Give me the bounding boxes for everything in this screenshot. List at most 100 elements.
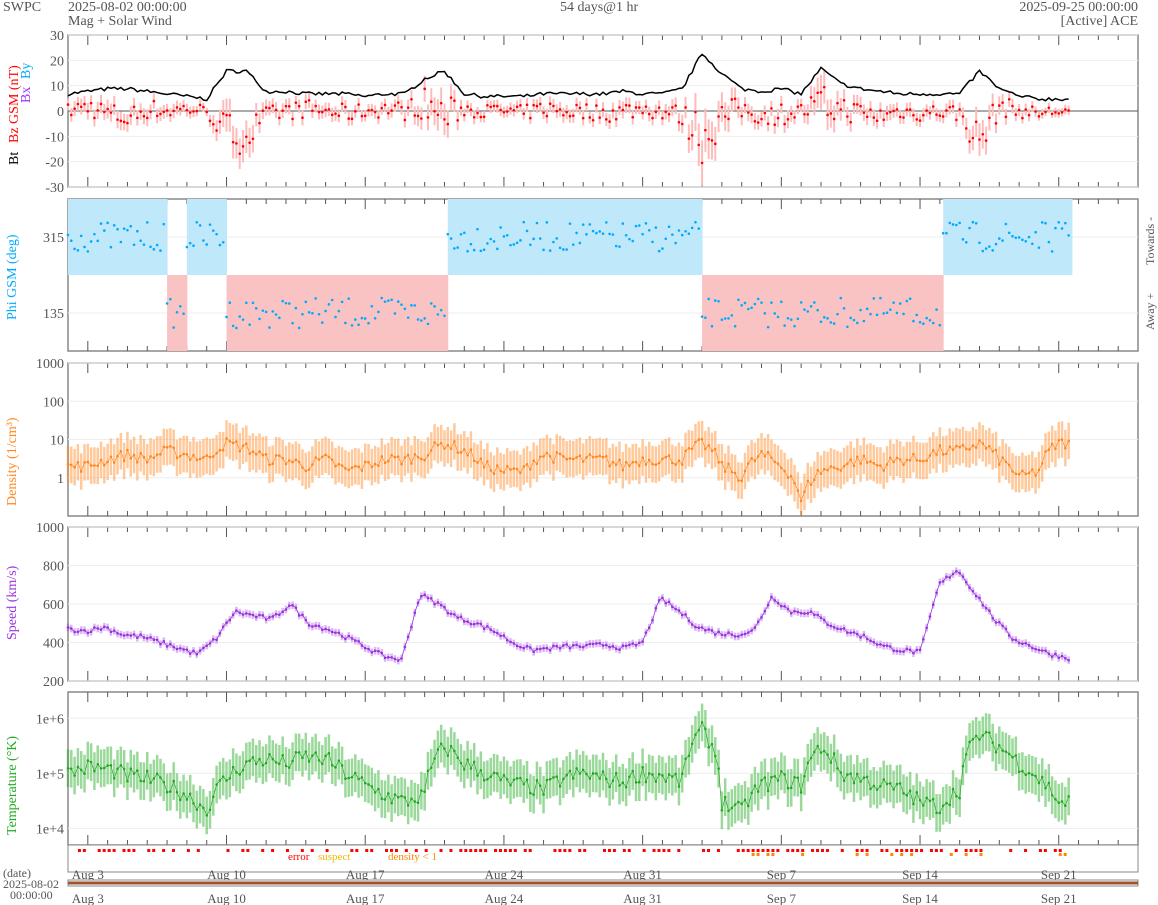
end-time: 2025-09-25 00:00:00: [1019, 0, 1138, 15]
towards-band: [550, 199, 554, 275]
towards-band: [196, 199, 201, 275]
error-flag: [840, 849, 844, 852]
bz-point: [93, 116, 96, 120]
bz-point: [575, 103, 578, 107]
phi-point: [535, 221, 539, 225]
error-flag: [365, 849, 369, 852]
phi-point: [251, 301, 255, 305]
error-flag: [791, 849, 795, 852]
error-flag: [920, 849, 924, 852]
away-band: [282, 275, 287, 351]
phi-point: [449, 237, 453, 240]
towards-band: [81, 199, 86, 275]
phi-point: [875, 313, 879, 317]
away-band: [820, 275, 825, 351]
bz-point: [766, 122, 770, 126]
away-band: [939, 275, 944, 351]
phi-point: [482, 248, 486, 252]
error-flag: [915, 849, 919, 852]
phi-point: [809, 304, 813, 308]
phi-point: [327, 303, 331, 306]
error-flag: [172, 849, 176, 852]
x-tick-label: Aug 31: [623, 891, 662, 905]
bz-point: [373, 110, 377, 114]
bz-point: [562, 113, 565, 117]
away-band: [804, 275, 809, 351]
y-tick-label: -20: [45, 156, 64, 171]
bz-point: [79, 105, 83, 109]
bz-point: [370, 108, 374, 112]
bz-point: [215, 129, 218, 132]
bz-point: [1021, 116, 1024, 120]
away-band: [262, 275, 267, 351]
phi-point: [786, 316, 790, 320]
away-band: [708, 275, 713, 351]
towards-band: [533, 199, 538, 275]
phi-point: [403, 307, 407, 311]
phi-point: [793, 324, 796, 328]
bz-point: [618, 106, 621, 109]
error-flag: [568, 849, 572, 852]
phi-point: [489, 237, 493, 241]
phi-point: [254, 307, 258, 310]
error-flag: [934, 849, 938, 852]
away-band: [754, 275, 759, 351]
phi-point: [849, 316, 852, 320]
phi-point: [667, 225, 671, 229]
bz-point: [720, 105, 724, 109]
source: [Active] ACE: [1060, 14, 1138, 29]
phi-point: [208, 223, 212, 226]
phi-point: [717, 299, 720, 303]
bz-point: [525, 103, 529, 107]
phi-point: [192, 244, 195, 248]
phi-point: [968, 226, 971, 230]
phi-point: [657, 249, 661, 253]
error-flag: [563, 849, 567, 852]
error-flag: [414, 849, 418, 852]
bz-point: [789, 112, 793, 116]
bz-point: [103, 110, 106, 114]
towards-band: [137, 199, 142, 275]
towards-band: [206, 199, 211, 275]
bz-point: [261, 109, 265, 113]
towards-band: [636, 199, 640, 275]
error-flag: [786, 849, 790, 852]
away-band: [824, 275, 829, 351]
bz-point: [462, 113, 466, 117]
bz-point: [628, 104, 631, 107]
bz-point: [644, 105, 648, 108]
phi-point: [410, 304, 413, 307]
away-band: [778, 275, 782, 351]
bz-point: [291, 117, 294, 121]
error-flag: [796, 849, 800, 852]
towards-band: [1035, 199, 1040, 275]
towards-band: [999, 199, 1004, 275]
towards-band: [969, 199, 974, 275]
away-band: [299, 275, 303, 351]
phi-point: [836, 312, 839, 316]
phi-point: [159, 249, 162, 252]
error-flag: [479, 849, 483, 852]
towards-band: [1052, 199, 1056, 275]
away-band: [837, 275, 842, 351]
error-flag: [1038, 849, 1042, 852]
towards-band: [153, 199, 158, 275]
towards-band: [692, 199, 696, 275]
speed-ylabel: Speed (km/s): [5, 565, 20, 640]
away-band: [906, 275, 911, 351]
error-flag: [310, 849, 314, 852]
bz-point: [106, 107, 109, 111]
phi-point: [839, 296, 843, 300]
bz-point: [245, 135, 248, 139]
towards-band: [695, 199, 700, 275]
bz-point: [978, 138, 981, 141]
phi-point: [991, 249, 994, 252]
bz-point: [393, 104, 397, 107]
bz-point: [981, 132, 985, 136]
bz-point: [145, 116, 149, 120]
away-band: [702, 275, 706, 351]
error-flag: [860, 849, 864, 852]
away-band: [926, 275, 931, 351]
error-flag: [816, 849, 820, 852]
towards-band: [1058, 199, 1063, 275]
